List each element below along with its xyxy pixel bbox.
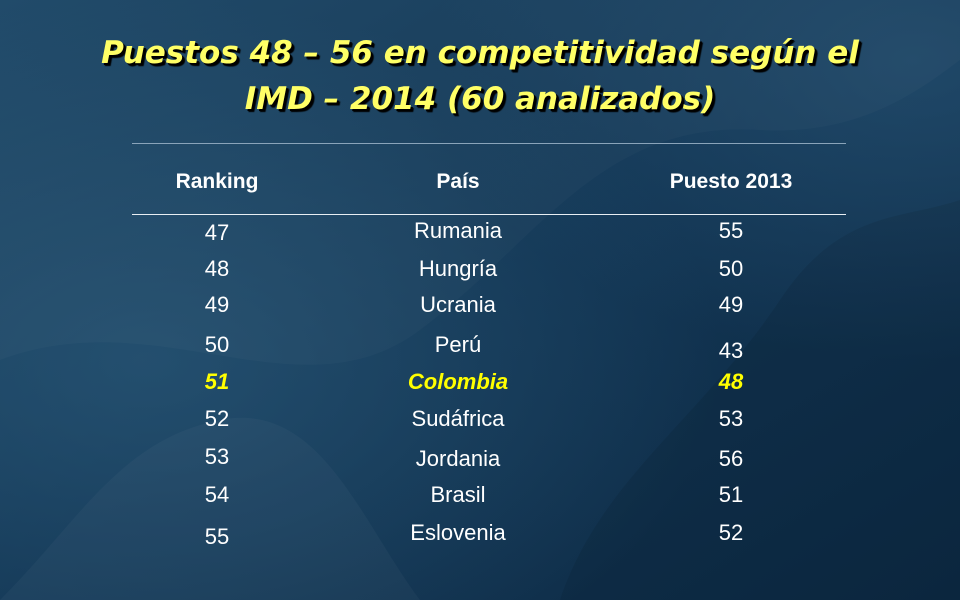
cell-puesto-2013: 48 xyxy=(718,369,744,394)
cell-puesto-2013: 49 xyxy=(718,292,744,317)
cell-ranking: 52 xyxy=(204,406,230,431)
title-line-1: Puestos 48 – 56 en competitividad según … xyxy=(101,35,859,71)
cell-pais: Perú xyxy=(434,332,482,357)
cell-puesto-2013: 51 xyxy=(718,482,744,507)
cell-ranking: 53 xyxy=(204,444,230,469)
cell-ranking: 55 xyxy=(204,524,230,549)
cell-puesto-2013: 55 xyxy=(718,218,744,243)
header-ranking: Ranking xyxy=(175,170,259,193)
header-pais: País xyxy=(436,170,480,193)
cell-pais: Sudáfrica xyxy=(411,406,505,431)
cell-pais: Eslovenia xyxy=(410,520,506,545)
cell-pais: Colombia xyxy=(407,369,509,394)
table-top-rule xyxy=(132,143,846,144)
cell-pais: Ucrania xyxy=(420,292,496,317)
cell-pais: Brasil xyxy=(430,482,486,507)
cell-puesto-2013: 50 xyxy=(718,256,744,281)
cell-ranking: 51 xyxy=(204,369,230,394)
cell-ranking: 48 xyxy=(204,256,230,281)
header-puesto-2013: Puesto 2013 xyxy=(669,170,793,193)
cell-ranking: 50 xyxy=(204,332,230,357)
cell-pais: Rumania xyxy=(413,218,503,243)
title-line-2: IMD – 2014 (60 analizados) xyxy=(244,81,716,117)
cell-pais: Hungría xyxy=(418,256,498,281)
slide-title: Puestos 48 – 56 en competitividad según … xyxy=(40,30,920,122)
cell-puesto-2013: 56 xyxy=(718,446,744,471)
table-header-rule xyxy=(132,214,846,215)
cell-puesto-2013: 52 xyxy=(718,520,744,545)
cell-ranking: 54 xyxy=(204,482,230,507)
cell-ranking: 49 xyxy=(204,292,230,317)
cell-puesto-2013: 53 xyxy=(718,406,744,431)
cell-ranking: 47 xyxy=(204,220,230,245)
cell-puesto-2013: 43 xyxy=(718,338,744,363)
cell-pais: Jordania xyxy=(415,446,501,471)
